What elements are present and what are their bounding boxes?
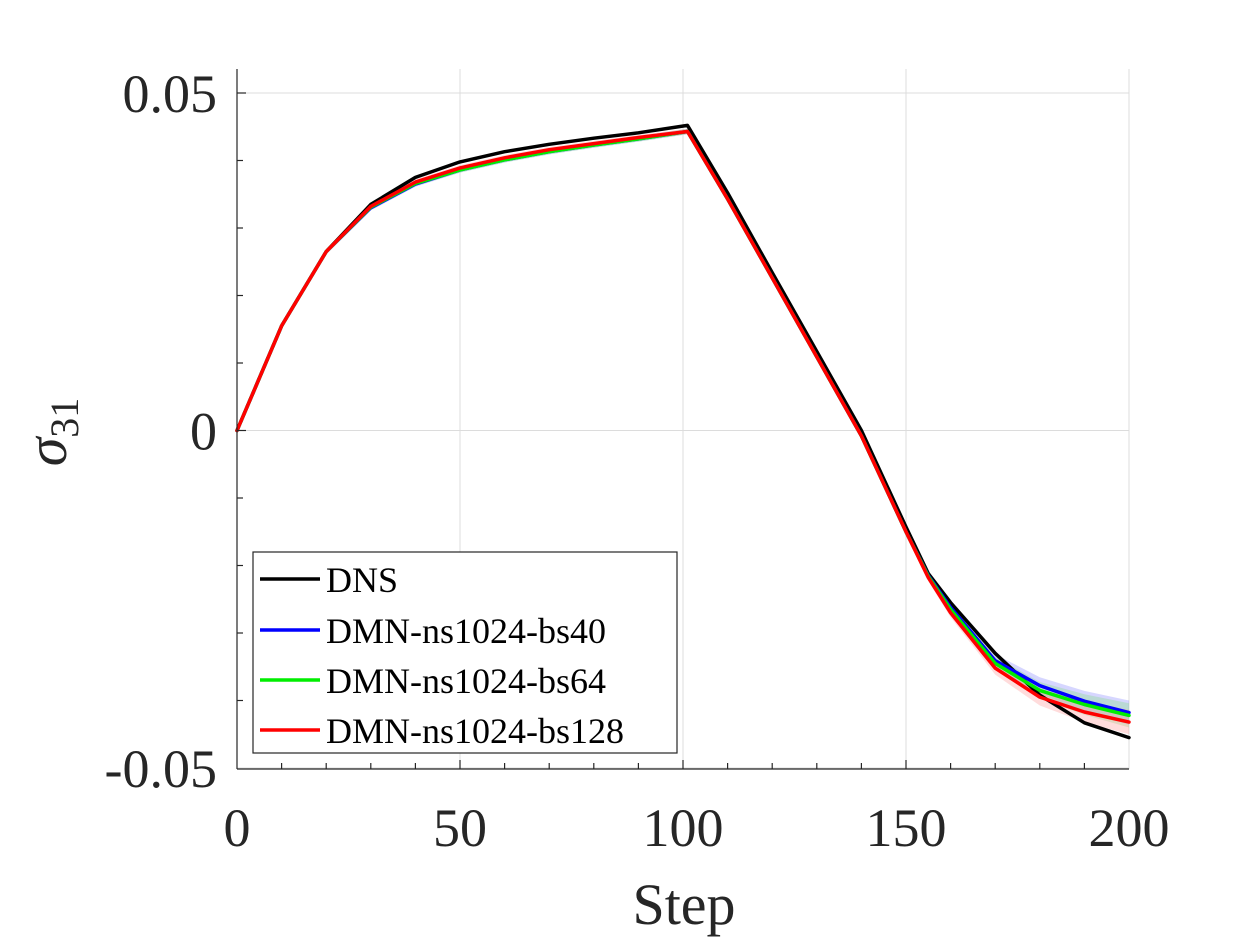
legend: DNS DMN-ns1024-bs40 DMN-ns1024-bs64 DMN-ns1…: [252, 551, 678, 754]
y-axis-title-subscript: 31: [42, 398, 87, 438]
series-line-dmn-ns1024-bs128: [235, 129, 1131, 724]
y-axis-title: σ31: [14, 398, 87, 467]
y-axis-title-symbol: σ: [14, 435, 79, 466]
series-line-dns: [235, 123, 1131, 740]
y-tick-label: -0.05: [105, 739, 217, 799]
series-lines: [235, 123, 1131, 740]
x-tick-label: 100: [643, 798, 724, 858]
legend-label: DMN-ns1024-bs64: [326, 661, 606, 701]
x-tick-label: 50: [433, 798, 487, 858]
grid-lines: [237, 69, 1130, 769]
legend-label: DMN-ns1024-bs128: [326, 711, 624, 751]
x-tick-label: 0: [224, 798, 251, 858]
y-tick-label: 0.05: [123, 64, 218, 124]
x-tick-label: 150: [866, 798, 947, 858]
x-tick-label: 200: [1089, 798, 1170, 858]
y-tick-label: 0: [190, 402, 217, 462]
axes: [236, 69, 1129, 770]
legend-label: DMN-ns1024-bs40: [326, 611, 606, 651]
legend-box: [252, 551, 678, 754]
legend-label: DNS: [326, 560, 398, 600]
x-axis-title: Step: [632, 872, 735, 937]
